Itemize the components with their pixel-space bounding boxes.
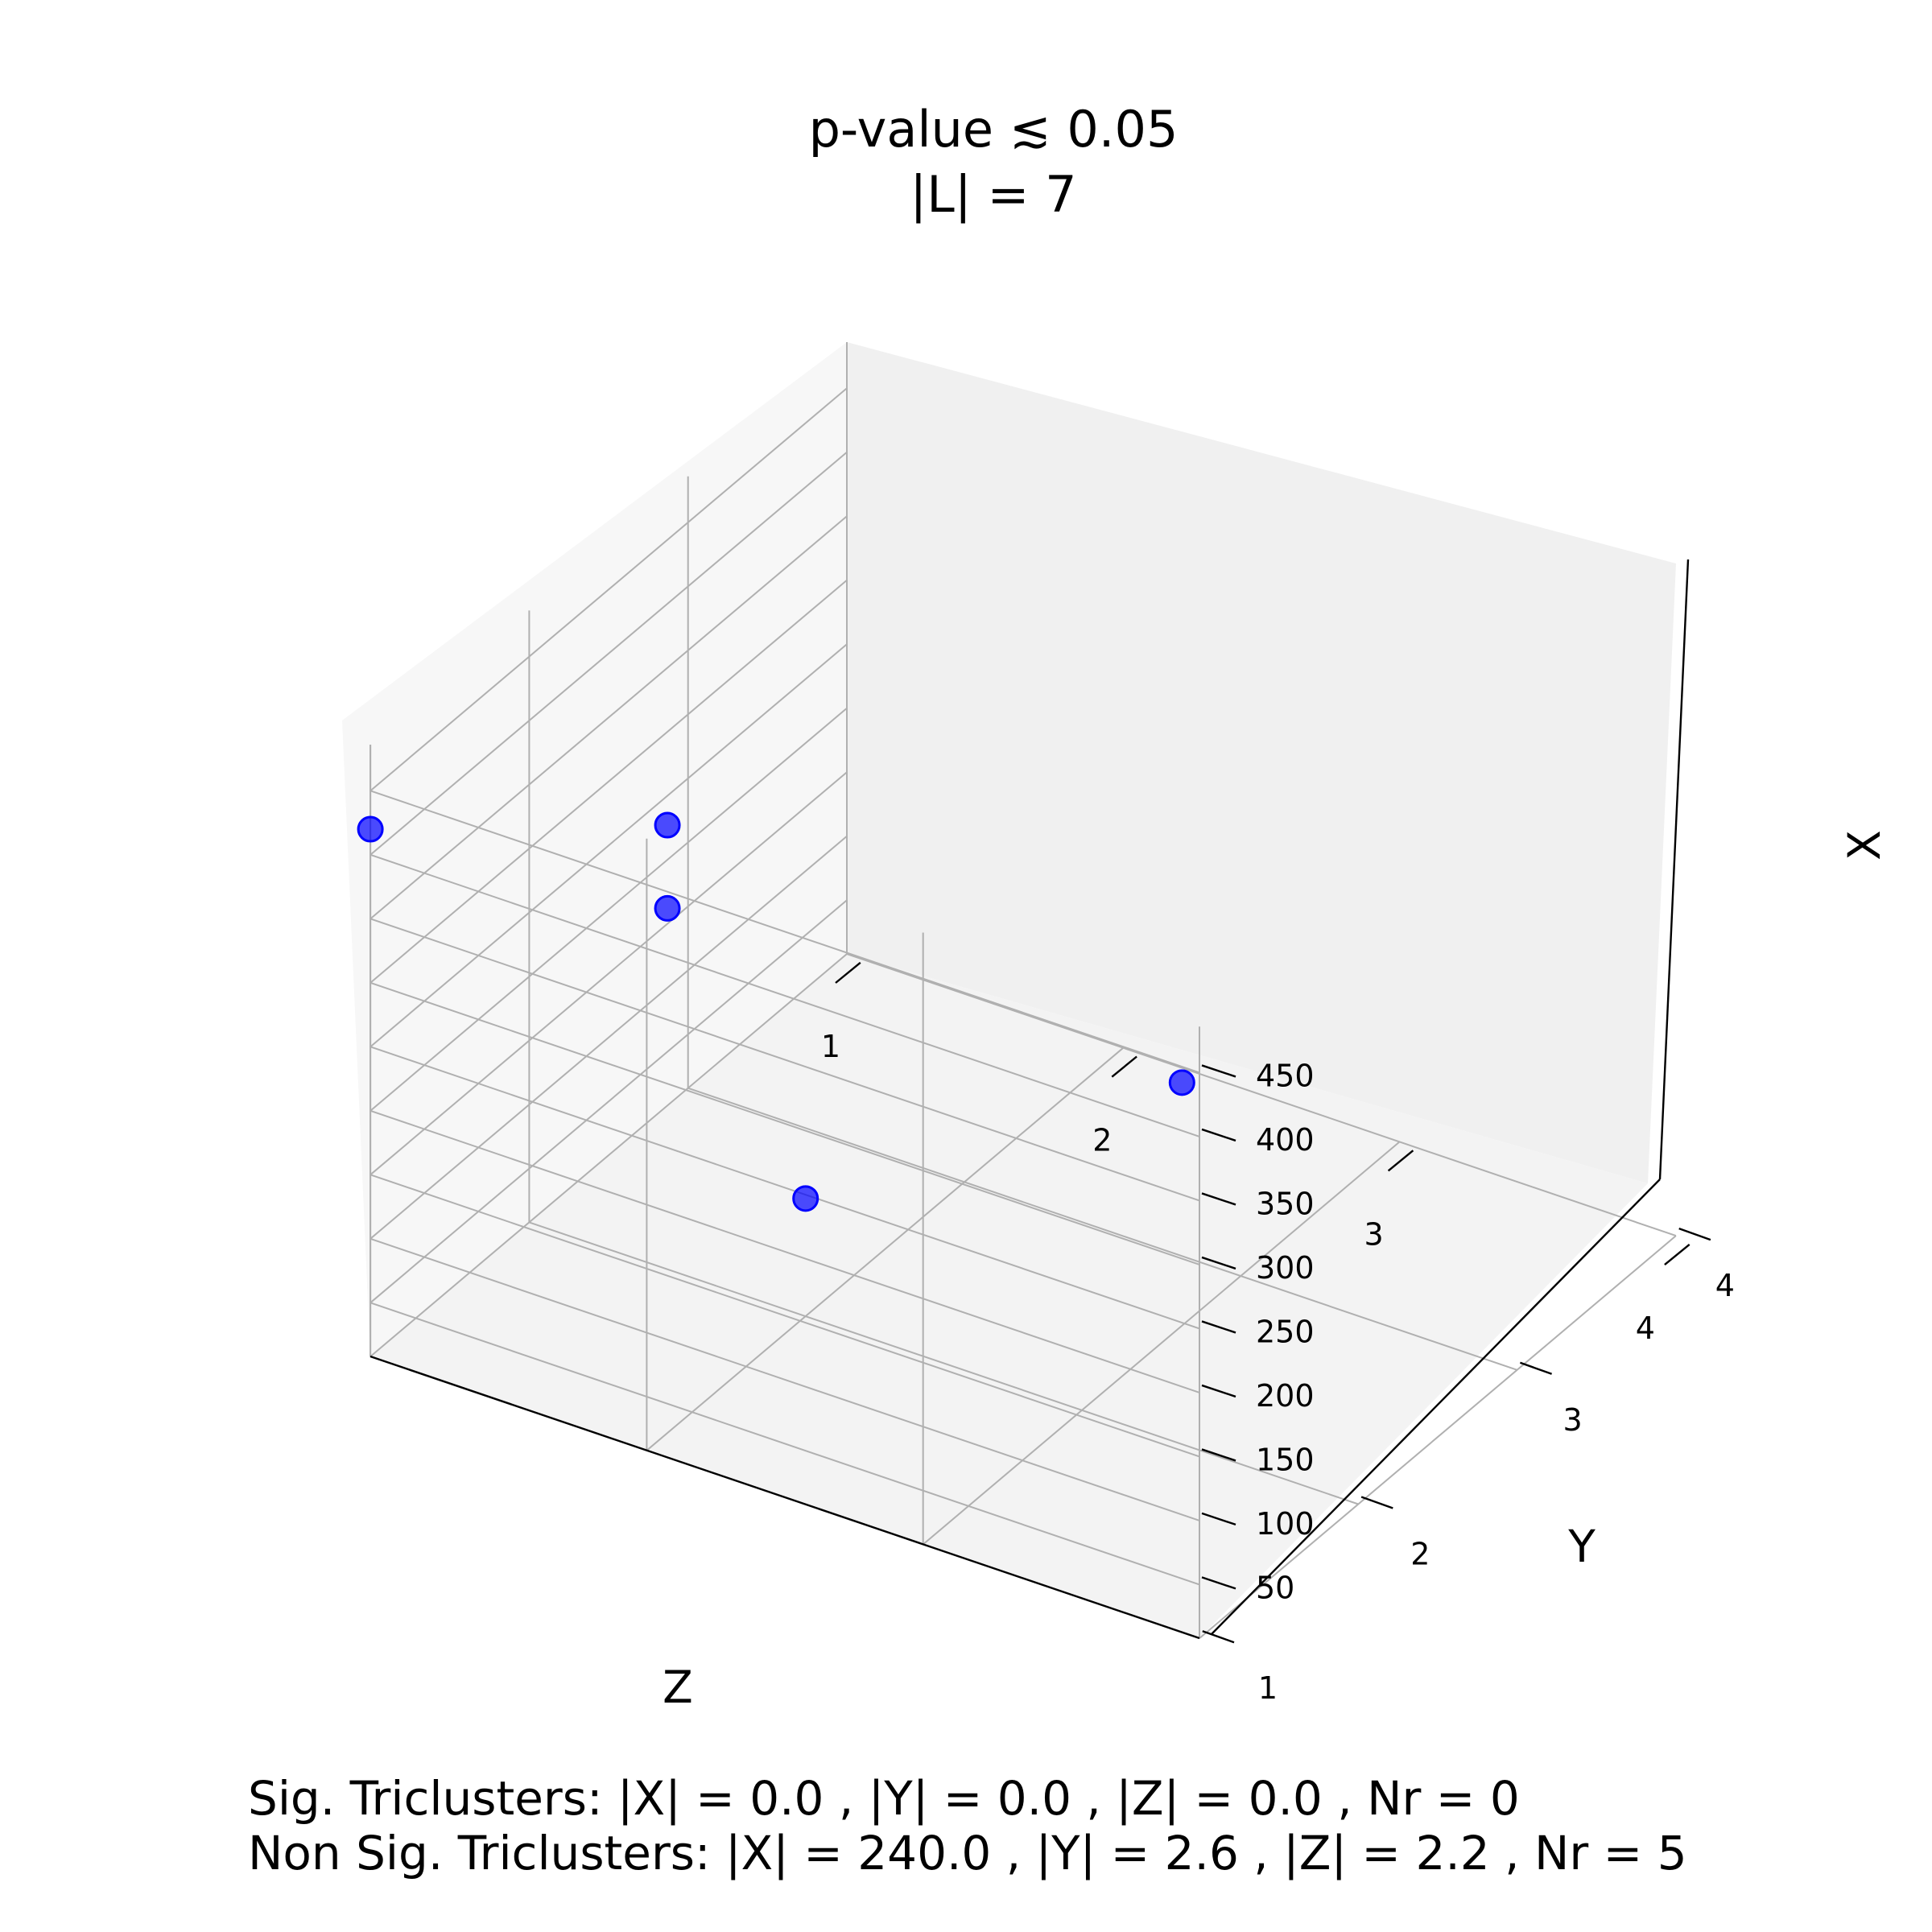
- x-tick-400: [1201, 1128, 1236, 1142]
- z-tick-label-3: 3: [1364, 1216, 1384, 1252]
- x-tick-label-350: 350: [1256, 1186, 1315, 1221]
- data-point-3: [654, 811, 681, 839]
- x-tick-label-400: 400: [1256, 1122, 1315, 1158]
- y-tick-label-2: 2: [1410, 1537, 1430, 1572]
- x-tick-350: [1201, 1192, 1236, 1206]
- grid-left-h-150: [369, 771, 848, 1176]
- data-point-2: [654, 894, 681, 922]
- x-tick-300: [1201, 1256, 1236, 1270]
- z-tick-1: [835, 961, 861, 984]
- x-tick-200: [1201, 1384, 1236, 1398]
- y-tick-1: [1202, 1630, 1235, 1644]
- x-tick-label-300: 300: [1256, 1250, 1315, 1286]
- z-tick-2: [1111, 1055, 1137, 1078]
- x-axis-line: [1658, 559, 1690, 1180]
- z-axis-line: [369, 1355, 1200, 1640]
- data-point-1: [357, 815, 384, 843]
- grid-back-h-150: [369, 1174, 1200, 1458]
- y-tick-label-1: 1: [1258, 1670, 1278, 1706]
- grid-floor-y-4: [846, 953, 1677, 1237]
- data-points: [357, 811, 1195, 1212]
- grid-back-h-400: [369, 853, 1200, 1137]
- grid-left-h-100: [369, 835, 848, 1240]
- grid-back-h-250: [369, 1046, 1200, 1330]
- grid-back-h-450: [369, 790, 1200, 1074]
- z-axis-label: X: [1839, 830, 1890, 861]
- x-tick-label-200: 200: [1256, 1378, 1315, 1414]
- x-axis-label: Z: [663, 1662, 693, 1713]
- grid-left-h-200: [369, 707, 848, 1112]
- data-point-5: [1168, 1069, 1195, 1096]
- summary-nonsig-line: Non Sig. Triclusters: |X| = 240.0 , |Y| …: [248, 1826, 1687, 1880]
- chart-title-line-2: |L| = 7: [910, 165, 1076, 225]
- chart-title-line-1: p-value ≲ 0.05: [809, 100, 1179, 159]
- y-tick-2: [1360, 1496, 1393, 1509]
- summary-text: Sig. Triclusters: |X| = 0.0 , |Y| = 0.0 …: [248, 1771, 1906, 1880]
- z-tick-label-1: 1: [821, 1029, 840, 1064]
- z-tick-3: [1387, 1150, 1414, 1172]
- x-tick-label-50: 50: [1256, 1570, 1294, 1605]
- y-tick-label-4: 4: [1715, 1268, 1735, 1303]
- grid-left-h-300: [369, 579, 848, 984]
- x-tick-label-100: 100: [1256, 1506, 1315, 1542]
- z-tick-label-4: 4: [1636, 1311, 1655, 1346]
- grid-back-h-350: [369, 918, 1200, 1202]
- y-tick-label-3: 3: [1563, 1402, 1583, 1438]
- grid-floor-y-2: [529, 1221, 1359, 1505]
- grid-floor-z-3: [923, 1141, 1401, 1546]
- grid-floor-z-4: [1199, 1235, 1677, 1639]
- z-tick-label-2: 2: [1092, 1123, 1112, 1158]
- grid-back-h-300: [369, 981, 1200, 1265]
- x-tick-450: [1201, 1064, 1236, 1078]
- grid-left-h-400: [369, 451, 848, 856]
- x-tick-250: [1201, 1320, 1236, 1334]
- grid-floor-y-3: [687, 1087, 1517, 1371]
- grid-back-h-200: [369, 1109, 1200, 1393]
- z-tick-4: [1664, 1243, 1690, 1266]
- x-tick-100: [1201, 1512, 1236, 1526]
- summary-sig-line: Sig. Triclusters: |X| = 0.0 , |Y| = 0.0 …: [248, 1771, 1520, 1826]
- axis-panes: [342, 342, 1676, 1638]
- tick-marks: [835, 961, 1711, 1644]
- grid-floor-z-2: [646, 1046, 1124, 1451]
- grid-floor-z-1: [369, 953, 848, 1357]
- axis-lines: [369, 559, 1690, 1640]
- y-tick-4: [1678, 1227, 1711, 1241]
- x-tick-50: [1201, 1576, 1236, 1590]
- grid-left-h-250: [369, 643, 848, 1048]
- y-axis-line: [1211, 1179, 1661, 1635]
- y-tick-3: [1519, 1361, 1553, 1375]
- grid-left-h-450: [369, 387, 848, 792]
- x-tick-label-450: 450: [1256, 1058, 1315, 1093]
- floor-pane: [370, 954, 1648, 1638]
- x-tick-label-250: 250: [1256, 1314, 1315, 1349]
- back-pane: [847, 342, 1676, 1183]
- y-axis-label: Y: [1567, 1521, 1596, 1572]
- data-point-4: [792, 1185, 819, 1212]
- left-pane: [342, 342, 847, 1356]
- grid-back-h-50: [369, 1302, 1200, 1586]
- grid-left-h-350: [369, 515, 848, 920]
- grid-back-h-100: [369, 1237, 1200, 1521]
- grid-left-h-50: [369, 899, 848, 1304]
- x-tick-150: [1201, 1448, 1236, 1462]
- x-tick-label-150: 150: [1256, 1442, 1315, 1477]
